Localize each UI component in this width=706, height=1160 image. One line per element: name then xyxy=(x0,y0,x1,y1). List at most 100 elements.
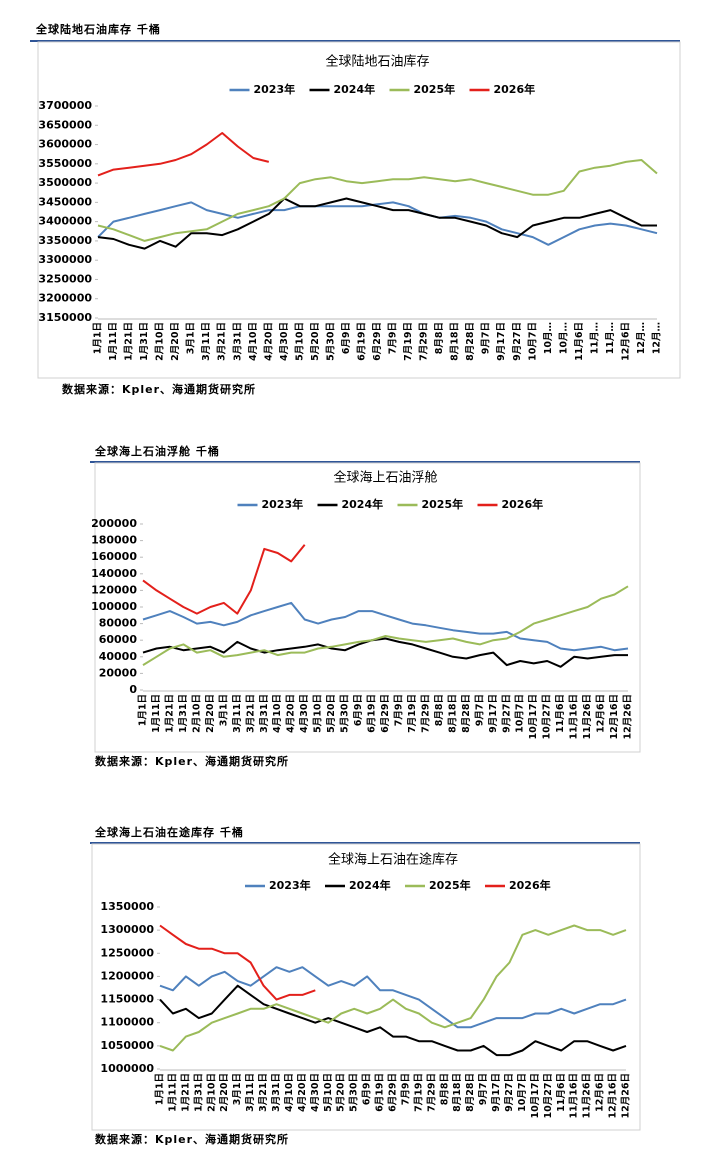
x-tick-label: 12月26日 xyxy=(621,1073,632,1118)
x-tick-label: 7月9日 xyxy=(393,694,404,726)
x-tick-label: 8月8日 xyxy=(434,322,445,354)
x-tick-label: 11月6日 xyxy=(556,1073,567,1112)
panel-title: 全球海上石油在途库存 千桶 xyxy=(94,825,244,839)
x-tick-label: 7月19日 xyxy=(407,694,418,733)
x-tick-label: 6月9日 xyxy=(362,1073,373,1105)
x-tick-label: 1月11日 xyxy=(151,694,162,733)
x-tick-label: 2月20日 xyxy=(170,322,181,361)
x-tick-label: 7月9日 xyxy=(400,1073,411,1105)
x-tick-label: 10月17日 xyxy=(530,1073,541,1118)
x-tick-label: 2月20日 xyxy=(219,1073,230,1112)
x-tick-label: 3月21日 xyxy=(258,1073,269,1112)
x-tick-label: 4月20日 xyxy=(263,322,274,361)
x-tick-label: 12月6日 xyxy=(596,694,607,733)
legend-label: 2026年 xyxy=(494,82,536,96)
legend-label: 2025年 xyxy=(414,82,456,96)
x-tick-label: 1月31日 xyxy=(178,694,189,733)
chart-title: 全球陆地石油库存 xyxy=(325,54,429,70)
x-tick-label: 2月10日 xyxy=(155,322,166,361)
x-tick-label: 7月29日 xyxy=(419,322,430,361)
y-tick-label: 60000 xyxy=(99,633,138,646)
series-line xyxy=(159,924,316,1001)
y-tick-label: 0 xyxy=(129,683,137,696)
y-tick-label: 3600000 xyxy=(38,138,92,151)
x-tick-label: 1月1日 xyxy=(155,1073,166,1105)
x-tick-label: 6月29日 xyxy=(380,694,391,733)
x-tick-label: 8月18日 xyxy=(450,322,461,361)
x-tick-label: 3月21日 xyxy=(245,694,256,733)
series-line xyxy=(97,132,270,177)
y-tick-label: 3550000 xyxy=(38,157,92,170)
y-tick-label: 1250000 xyxy=(100,946,154,959)
x-tick-label: 6月29日 xyxy=(388,1073,399,1112)
y-tick-label: 180000 xyxy=(91,534,137,547)
x-tick-label: 4月10日 xyxy=(272,694,283,733)
y-tick-label: 3350000 xyxy=(38,234,92,247)
series-line xyxy=(142,637,628,668)
x-tick-label: 5月20日 xyxy=(336,1073,347,1112)
x-tick-label: 6月19日 xyxy=(356,322,367,361)
x-tick-label: 1月21日 xyxy=(180,1073,191,1112)
x-tick-label: 10月17日 xyxy=(528,694,539,739)
x-tick-label: 9月17日 xyxy=(488,694,499,733)
x-tick-label: 9月17日 xyxy=(491,1073,502,1112)
legend-label: 2023年 xyxy=(262,497,304,511)
x-tick-label: 8月8日 xyxy=(439,1073,450,1105)
x-tick-label: 3月31日 xyxy=(271,1073,282,1112)
legend-label: 2024年 xyxy=(342,497,384,511)
x-tick-label: 7月19日 xyxy=(403,322,414,361)
x-tick-label: 12月26日 xyxy=(623,694,634,739)
x-tick-label: 4月10日 xyxy=(284,1073,295,1112)
x-tick-label: 5月30日 xyxy=(340,694,351,733)
y-tick-label: 3250000 xyxy=(38,272,92,285)
x-tick-label: 11月26日 xyxy=(582,694,593,739)
legend-label: 2024年 xyxy=(349,878,391,892)
x-tick-label: 5月30日 xyxy=(349,1073,360,1112)
y-tick-label: 3200000 xyxy=(38,292,92,305)
x-tick-label: 6月19日 xyxy=(367,694,378,733)
x-tick-label: 4月30日 xyxy=(279,322,290,361)
x-tick-label: 7月29日 xyxy=(420,694,431,733)
x-tick-label: 5月10日 xyxy=(323,1073,334,1112)
y-tick-label: 3650000 xyxy=(38,118,92,131)
x-tick-label: 10月7日 xyxy=(517,1073,528,1112)
x-tick-label: 8月28日 xyxy=(465,322,476,361)
x-tick-label: 5月20日 xyxy=(310,322,321,361)
x-tick-label: 10月… xyxy=(558,322,569,354)
y-tick-label: 120000 xyxy=(91,583,137,596)
x-tick-label: 10月7日 xyxy=(515,694,526,733)
x-tick-label: 3月31日 xyxy=(232,322,243,361)
x-tick-label: 9月7日 xyxy=(481,322,492,354)
y-tick-label: 200000 xyxy=(91,517,137,530)
x-tick-label: 5月30日 xyxy=(325,322,336,361)
x-tick-label: 10月… xyxy=(543,322,554,354)
x-tick-label: 7月19日 xyxy=(413,1073,424,1112)
x-tick-label: 10月7日 xyxy=(527,322,538,361)
x-tick-label: 9月7日 xyxy=(474,694,485,726)
x-tick-label: 1月31日 xyxy=(139,322,150,361)
chart-frame xyxy=(37,41,681,379)
chart-frame xyxy=(94,462,641,753)
x-tick-label: 2月10日 xyxy=(206,1073,217,1112)
x-tick-label: 6月9日 xyxy=(353,694,364,726)
x-tick-label: 3月11日 xyxy=(245,1073,256,1112)
x-tick-label: 6月9日 xyxy=(341,322,352,354)
y-tick-label: 3700000 xyxy=(38,99,92,112)
legend-label: 2025年 xyxy=(422,497,464,511)
x-tick-label: 12月… xyxy=(636,322,647,354)
x-tick-label: 3月1日 xyxy=(218,694,229,726)
x-tick-label: 11月16日 xyxy=(569,694,580,739)
x-tick-label: 6月19日 xyxy=(375,1073,386,1112)
source-note: 数据来源：Kpler、海通期货研究所 xyxy=(95,1132,289,1146)
x-tick-label: 8月28日 xyxy=(465,1073,476,1112)
x-tick-label: 10月27日 xyxy=(542,694,553,739)
y-tick-label: 160000 xyxy=(91,550,137,563)
x-tick-label: 1月11日 xyxy=(167,1073,178,1112)
legend-label: 2026年 xyxy=(509,878,551,892)
legend-label: 2026年 xyxy=(502,497,544,511)
x-tick-label: 1月1日 xyxy=(93,322,104,354)
y-tick-label: 1050000 xyxy=(100,1039,154,1052)
x-tick-label: 11月… xyxy=(605,322,616,354)
panel-title: 全球海上石油浮舱 千桶 xyxy=(94,444,220,458)
x-tick-label: 5月20日 xyxy=(326,694,337,733)
